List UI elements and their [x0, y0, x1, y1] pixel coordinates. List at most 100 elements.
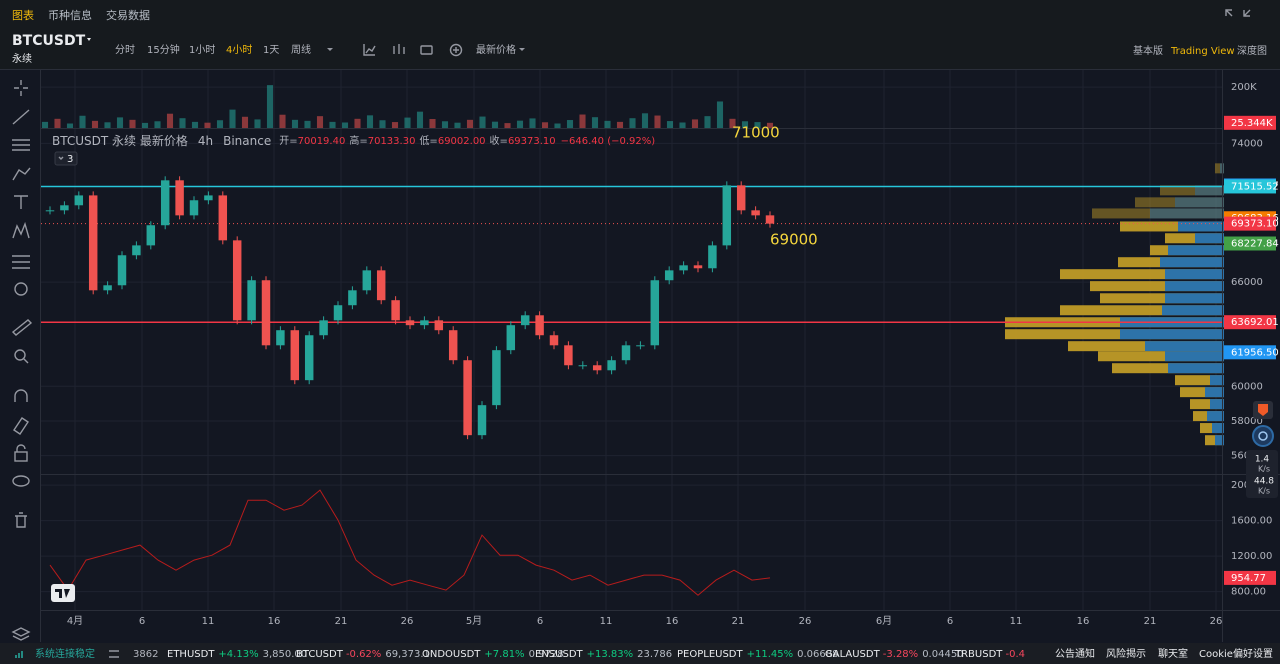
candle: [434, 320, 444, 331]
volume-bar: [704, 116, 711, 128]
volume-bar: [154, 121, 161, 128]
price-type[interactable]: 最新价格: [476, 43, 516, 56]
volume-bar: [529, 118, 536, 128]
chart-tools[interactable]: [363, 43, 463, 57]
indicator-toggle[interactable]: [54, 151, 78, 166]
interval[interactable]: 4小时: [226, 44, 252, 56]
volume-profile-buy: [1215, 435, 1224, 446]
volume-bar: [54, 118, 61, 128]
volume-bar: [216, 120, 224, 128]
tv-logo-mark: [55, 589, 70, 598]
ticker-symbol: GALAUSDT: [825, 649, 881, 660]
volume-profile-buy: [1165, 281, 1224, 292]
candle: [218, 195, 228, 241]
view-option[interactable]: 深度图: [1237, 44, 1267, 57]
ohlc-value: 70133.30: [368, 136, 416, 147]
symbol-dropdown[interactable]: [87, 38, 91, 41]
volume-profile-buy: [1195, 185, 1224, 196]
ohlc-label: 收=: [490, 134, 508, 147]
candle: [232, 240, 242, 321]
footer-link[interactable]: 聊天室: [1158, 647, 1188, 660]
price-type-dropdown[interactable]: [519, 48, 525, 51]
candle: [420, 320, 429, 326]
candle: [348, 290, 357, 306]
x-tick-label: 6月: [876, 615, 892, 627]
volume-bar: [516, 120, 524, 128]
volume-bar: [404, 117, 411, 128]
speed-value: 44.8: [1254, 477, 1274, 487]
ticker-symbol: ENSUSDT: [535, 649, 584, 660]
volume-bar: [466, 119, 474, 128]
volume-bar: [566, 120, 574, 128]
interval[interactable]: 分时: [115, 44, 135, 56]
candle: [736, 185, 746, 211]
candle: [621, 345, 631, 361]
candle: [693, 265, 703, 269]
symbol[interactable]: BTCUSDT: [12, 33, 86, 49]
volume-bar: [104, 122, 111, 128]
volume-bar: [554, 123, 561, 128]
interval[interactable]: 1小时: [189, 44, 215, 56]
ticker-settings[interactable]: [109, 650, 119, 658]
ticker-price: 3862: [133, 649, 158, 660]
volume-bar: [379, 120, 386, 128]
price-tag: [1224, 236, 1276, 251]
footer-link[interactable]: Cookie偏好设置: [1199, 647, 1273, 660]
fullscreen-icons[interactable]: [1225, 9, 1251, 17]
x-tick-label: 6: [947, 616, 953, 627]
view-option[interactable]: 基本版: [1133, 44, 1163, 57]
candle: [362, 270, 372, 291]
volume-bar: [204, 122, 211, 128]
connection-status: 系统连接稳定: [35, 647, 95, 660]
x-tick-label: 11: [600, 616, 613, 627]
volume-bar: [504, 123, 511, 128]
footer-link[interactable]: 风险揭示: [1106, 647, 1146, 660]
volume-bar: [66, 123, 74, 128]
y-tick-label: 60000: [1231, 381, 1263, 392]
volume-profile-total: [1060, 305, 1224, 316]
ticker-price: 0.9728: [529, 649, 564, 660]
candle: [463, 360, 472, 436]
y-tick-label: 200K: [1231, 82, 1257, 93]
x-tick-label: 11: [1010, 616, 1023, 627]
settings-widget[interactable]: [1252, 425, 1274, 447]
view-option[interactable]: Trading View: [1170, 46, 1235, 57]
price-tag: [1224, 570, 1276, 585]
volume-bar: [741, 121, 749, 128]
interval[interactable]: 周线: [291, 43, 311, 56]
ticker-item: ETHUSDT +4.13% 3,850.00: [167, 649, 307, 660]
tab[interactable]: 交易数据: [106, 8, 150, 22]
tab[interactable]: 图表: [12, 8, 34, 22]
candle: [189, 200, 199, 216]
interval[interactable]: 1天: [263, 45, 279, 56]
volume-profile-buy: [1165, 269, 1224, 280]
x-tick-label: 11: [202, 616, 215, 627]
candle: [592, 365, 602, 371]
candle: [650, 280, 660, 346]
ticker-symbol: TRBUSDT: [954, 649, 1003, 660]
drawing-tools[interactable]: [11, 80, 33, 641]
price-tag: [1224, 216, 1276, 231]
volume-bar: [291, 119, 299, 128]
ticker-change: -0.4: [1005, 649, 1025, 660]
footer-link[interactable]: 公告通知: [1055, 647, 1095, 660]
x-tick-label: 16: [268, 616, 281, 627]
indicator-count[interactable]: 3: [67, 154, 73, 165]
price-tag: [1224, 179, 1276, 194]
volume-bar: [579, 114, 586, 128]
tab[interactable]: 币种信息: [48, 8, 92, 22]
volume-bar: [79, 115, 86, 128]
interval-dropdown[interactable]: [327, 48, 333, 51]
candle: [679, 265, 688, 271]
ticker-item: GALAUSDT -3.28% 0.04450: [825, 649, 964, 660]
settings-gear: [1258, 431, 1268, 441]
volume-profile-buy: [1168, 245, 1224, 256]
interval[interactable]: 15分钟: [147, 43, 180, 56]
x-tick-label: 26: [799, 616, 812, 627]
volume-profile-buy: [1150, 208, 1224, 219]
volume-profile-total: [1135, 197, 1224, 208]
volume-bar: [179, 118, 186, 128]
volume-bar: [316, 116, 324, 128]
